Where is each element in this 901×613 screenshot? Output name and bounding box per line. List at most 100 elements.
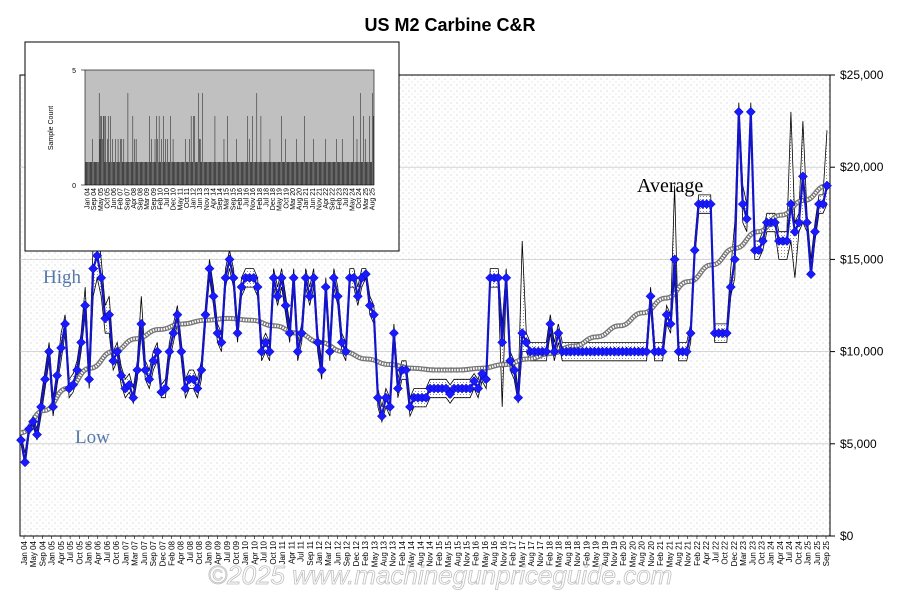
x-tick-label: Oct 08 <box>195 540 204 564</box>
sales-point <box>388 328 399 339</box>
y-tick-label: $5,000 <box>840 437 877 451</box>
sales-point <box>220 272 231 283</box>
inset-x-tick-label: Mar 09 <box>144 188 151 210</box>
x-tick-label: Apr 09 <box>214 540 223 564</box>
x-tick-label: Feb 08 <box>167 540 176 565</box>
x-tick-label: Nov 18 <box>573 540 582 566</box>
sales-point <box>737 199 748 210</box>
x-axis: Jan 04 May 04 Sep 04 Jan 05 Apr 05 Jul 05 Oct … <box>20 536 831 567</box>
inset-y-tick-label: 0 <box>72 183 76 190</box>
inset-x-tick-label: May 19 <box>277 188 284 211</box>
sales-point <box>192 383 203 394</box>
inset-x-tick-label: Jun 06 <box>111 188 118 209</box>
sales-point <box>497 337 508 348</box>
x-tick-label: May 17 <box>518 540 527 567</box>
sales-point <box>68 379 79 390</box>
x-tick-label: Sep 11 <box>306 540 315 565</box>
sales-point <box>336 337 347 348</box>
sales-point <box>136 318 147 329</box>
sales-point <box>806 269 816 280</box>
y-tick-label: $15,000 <box>840 252 884 266</box>
inset-x-tick-label: Sep 08 <box>138 188 145 210</box>
inset-x-tick-label: Mar 20 <box>290 188 297 210</box>
x-tick-label: Nov 20 <box>647 540 656 566</box>
sales-point <box>56 342 67 353</box>
x-tick-label: May 04 <box>29 540 38 567</box>
sales-point <box>481 374 492 385</box>
sales-point <box>401 365 411 375</box>
inset-x-tick-label: Jul 23 <box>343 188 350 207</box>
inset-x-tick-label: Aug 25 <box>370 188 377 210</box>
sales-point <box>521 337 532 348</box>
inset-x-tick-label: Feb 18 <box>257 188 264 210</box>
sales-point <box>348 272 359 283</box>
x-tick-label: Apr 11 <box>287 540 296 564</box>
inset-x-tick-label: Sep 22 <box>330 188 337 210</box>
sales-point <box>24 424 34 435</box>
sales-point <box>324 346 335 357</box>
sales-series <box>16 106 832 468</box>
inset-x-tick-label: Apr 14 <box>210 188 217 209</box>
x-tick-label: Feb 14 <box>398 540 407 565</box>
sales-point <box>80 300 91 311</box>
sales-point <box>16 435 26 446</box>
y-tick-label: $10,000 <box>840 345 884 359</box>
inset-x-tick-label: Nov 21 <box>316 188 323 210</box>
x-tick-label: Dec 07 <box>158 540 167 566</box>
x-tick-label: May 21 <box>665 540 674 567</box>
x-tick-label: Oct 09 <box>232 540 241 564</box>
x-tick-label: Feb 18 <box>545 540 554 565</box>
sales-point <box>104 309 115 320</box>
inset-x-tick-label: Jan 21 <box>303 188 310 209</box>
sales-point <box>332 291 343 302</box>
inset-y-tick-label: 5 <box>72 68 76 75</box>
sales-point <box>328 272 339 283</box>
sales-point <box>733 106 744 117</box>
inset-x-tick-label: Mar 15 <box>224 188 231 210</box>
sales-point <box>36 401 47 412</box>
sales-point <box>212 328 223 339</box>
x-tick-label: Mar 12 <box>324 540 333 565</box>
x-tick-label: Jan 04 <box>20 540 29 565</box>
sales-point <box>501 272 512 283</box>
x-tick-label: Feb 15 <box>435 540 444 565</box>
x-tick-label: Aug 21 <box>675 540 684 566</box>
sales-point <box>681 346 692 357</box>
sales-point <box>364 300 375 311</box>
sales-point <box>781 236 792 246</box>
sales-point <box>384 401 395 412</box>
x-tick-label: Jun 12 <box>333 540 342 565</box>
sales-point <box>88 263 99 274</box>
sales-point <box>300 272 311 283</box>
x-tick-label: Nov 13 <box>389 540 398 566</box>
average-trendline <box>20 183 828 436</box>
sales-point <box>368 309 379 320</box>
x-tick-label: Feb 13 <box>361 540 370 565</box>
sales-point <box>465 383 476 394</box>
sales-point <box>689 245 700 256</box>
inset-x-tick-label: Apr 22 <box>323 188 330 209</box>
sales-point <box>208 291 219 302</box>
inset-x-tick-label: Oct 11 <box>184 188 191 208</box>
sales-point <box>822 180 832 191</box>
x-tick-label: Apr 22 <box>702 540 711 564</box>
x-tick-label: Aug 15 <box>453 540 462 566</box>
sales-point <box>665 318 676 329</box>
sales-point <box>818 199 828 210</box>
x-tick-label: Apr 10 <box>250 540 259 564</box>
x-tick-label: Apr 05 <box>57 540 66 564</box>
sales-point <box>509 365 520 375</box>
x-tick-label: Aug 18 <box>564 540 573 566</box>
inset-x-tick-label: Sep 15 <box>230 188 237 210</box>
x-tick-label: Jan 11 <box>278 540 287 564</box>
x-tick-label: Feb 16 <box>472 540 481 565</box>
x-tick-label: May 14 <box>407 540 416 567</box>
sales-point <box>176 346 187 357</box>
x-tick-label: Jan 07 <box>121 540 130 565</box>
sales-point <box>757 236 768 246</box>
y-axis: $0 $5,000 $10,000 $15,000 $20,000 $25,000 <box>830 68 884 543</box>
sales-point <box>92 250 103 261</box>
x-tick-label: Apr 06 <box>94 540 103 564</box>
sales-point <box>685 328 696 339</box>
